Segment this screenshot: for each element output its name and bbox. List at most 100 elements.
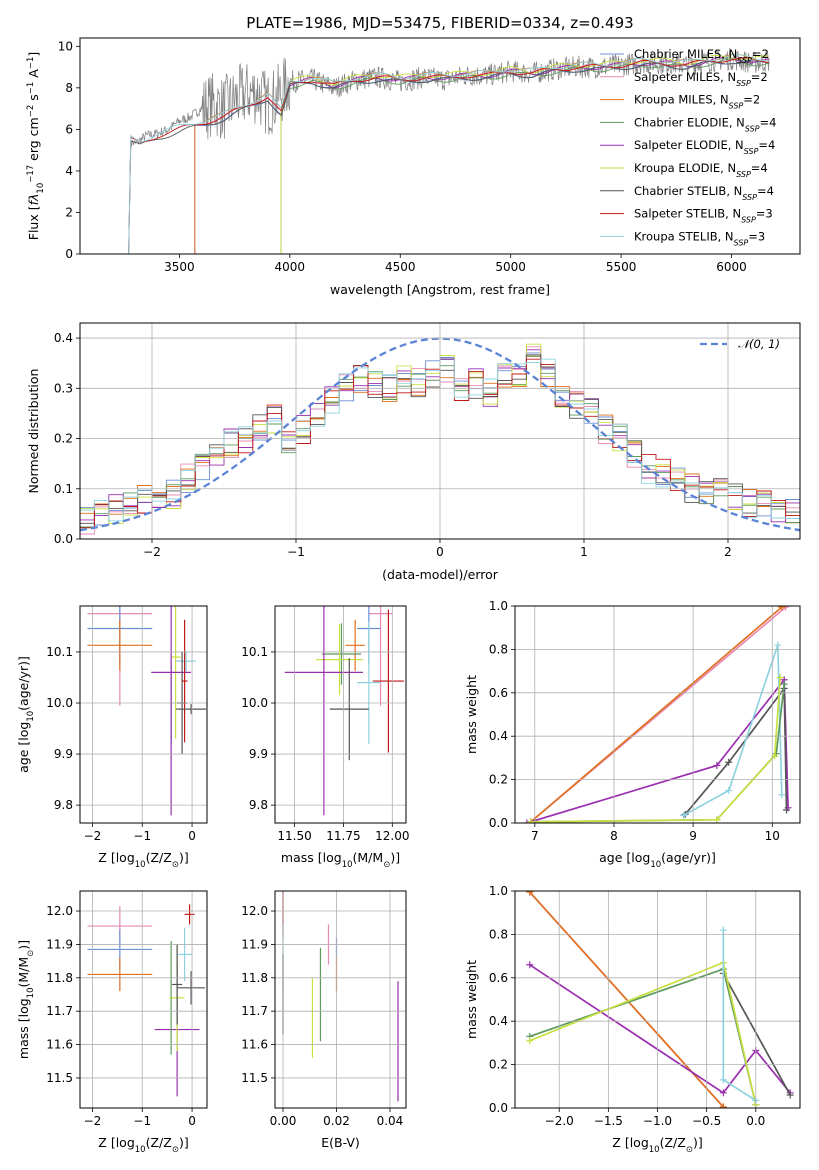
ylabel-mass_vs_Z: mass [log10(M/M⊙)] (16, 940, 36, 1059)
weight-marker-kroupa_stelib (680, 811, 688, 819)
plot-mass_vs_Z (87, 904, 206, 1097)
axes-spectrum: 3500 4000 4500 5000 5500 6000 0 2 4 6 8 10 (58, 39, 770, 274)
y-tick-label: 11.6 (241, 1038, 268, 1052)
x-tick-label: 11.50 (277, 829, 311, 843)
spectrum-data-line (128, 47, 770, 254)
x-tick-label: 3500 (164, 260, 195, 274)
plot-weight_vs_Z (526, 891, 794, 1108)
legend-label: Salpeter ELODIE, NSSP=4 (634, 138, 775, 156)
weight-marker-kroupa_stelib (719, 1076, 727, 1084)
x-tick-label: 0.00 (270, 1114, 297, 1128)
y-tick-label: 2 (65, 205, 73, 219)
spectrum-xlabel: wavelength [Angstrom, rest frame] (330, 282, 550, 297)
weight-line-kroupa_elodie (529, 961, 757, 1105)
y-tick-label: 11.6 (46, 1038, 73, 1052)
y-tick-label: 0.6 (489, 971, 508, 985)
weight-line-kroupa_stelib (683, 644, 783, 817)
x-tick-label: 11.75 (326, 829, 360, 843)
y-tick-label: 12.0 (241, 904, 268, 918)
xlabel-weight_vs_Z: Z [log10(Z/Z⊙)] (612, 1135, 702, 1155)
y-tick-label: 10.1 (241, 645, 268, 659)
spectrum-ylabel: Flux [fλ10−17 erg cm−2 s−1 A−1] (26, 52, 46, 241)
axes-frame (274, 890, 407, 1109)
weight-marker-chabrier_stelib (783, 806, 791, 814)
x-tick-label: −2.0 (545, 1114, 574, 1128)
weight-line-kroupa_miles (530, 606, 783, 823)
axes-age_vs_mass: 11.50 11.75 12.00 9.8 9.9 10.0 10.1 (241, 606, 409, 843)
weight-line-chabrier_stelib (684, 686, 788, 815)
legend-label: Chabrier STELIB, NSSP=4 (634, 184, 774, 202)
axes-frame (79, 322, 801, 540)
y-tick-label: 0.8 (489, 927, 508, 941)
x-tick-label: 0.02 (323, 1114, 350, 1128)
y-tick-label: 11.9 (241, 937, 268, 951)
x-tick-label: −2 (84, 1114, 102, 1128)
y-tick-label: 0.4 (54, 331, 73, 345)
legend-label: Salpeter STELIB, NSSP=3 (634, 207, 773, 225)
weight-marker-salpeter_elodie (719, 1089, 727, 1097)
y-tick-label: 11.5 (241, 1071, 268, 1085)
weight-marker-kroupa_stelib (719, 926, 727, 934)
weight-marker-chabrier_stelib (786, 1091, 794, 1099)
weight-marker-salpeter_elodie (713, 761, 721, 769)
x-tick-label: 0 (436, 545, 444, 559)
spectrum-legend: Chabrier MILES, NSSP=2 Salpeter MILES, NS… (600, 47, 776, 247)
x-tick-label: 7 (531, 829, 539, 843)
weight-line-chabrier_elodie (529, 967, 757, 1105)
x-tick-label: 4500 (385, 260, 416, 274)
legend-label: Kroupa MILES, NSSP=2 (634, 93, 760, 111)
x-tick-label: 0 (188, 829, 196, 843)
axes-frame (79, 605, 208, 824)
axes-age_vs_Z: −2 −1 0 9.8 9.9 10.0 10.1 (46, 606, 207, 843)
weight-marker-kroupa_stelib (778, 791, 786, 799)
model-line-kroupa_stelib (128, 54, 770, 254)
weight-line-salpeter_elodie (526, 677, 789, 823)
weight-marker-chabrier_stelib (725, 758, 733, 766)
x-tick-label: 1 (580, 545, 588, 559)
weight-line-kroupa_stelib (722, 930, 757, 1102)
y-tick-label: 11.7 (46, 1004, 73, 1018)
residual-xlabel: (data-model)/error (382, 567, 499, 582)
x-tick-label: −2 (84, 829, 102, 843)
y-tick-label: 1.0 (489, 884, 508, 898)
axes-frame (79, 890, 208, 1109)
x-tick-label: −1 (287, 545, 305, 559)
x-tick-label: 10 (765, 829, 780, 843)
x-tick-label: −2 (143, 545, 161, 559)
axes-frame (514, 605, 801, 824)
x-tick-label: 0.0 (746, 1114, 765, 1128)
x-tick-label: 6000 (716, 260, 747, 274)
axes-frame (274, 605, 407, 824)
y-tick-label: 0.4 (489, 1014, 508, 1028)
y-tick-label: 0.0 (489, 1101, 508, 1115)
x-tick-label: −0.5 (692, 1114, 721, 1128)
weight-line-kroupa_miles (529, 891, 724, 1108)
model-line-salpeter_elodie (280, 56, 770, 254)
axes-frame (79, 37, 801, 255)
plot-weight_vs_age (523, 606, 792, 823)
residual-ylabel: Normed distribution (26, 369, 41, 494)
x-tick-label: −1.0 (643, 1114, 672, 1128)
weight-marker-kroupa_miles (526, 891, 534, 896)
axes-weight_vs_Z: −2.0 −1.5 −1.0 −0.5 0.0 0.0 0.2 0.4 0.6 0.8 1.0 (489, 884, 800, 1128)
y-tick-label: 0.3 (54, 381, 73, 395)
x-tick-label: 5500 (606, 260, 637, 274)
y-tick-label: 10.1 (46, 645, 73, 659)
y-tick-label: 10.0 (46, 696, 73, 710)
y-tick-label: 1.0 (489, 599, 508, 613)
xlabel-age_vs_mass: mass [log10(M/M⊙)] (281, 850, 400, 870)
legend-label: 𝒩(0, 1) (738, 337, 780, 351)
weight-marker-chabrier_elodie (780, 680, 788, 688)
x-tick-label: 2 (724, 545, 732, 559)
legend-label: Kroupa STELIB, NSSP=3 (634, 229, 765, 247)
weight-marker-salpeter_elodie (526, 961, 534, 969)
xlabel-mass_vs_Z: Z [log10(Z/Z⊙)] (98, 1135, 188, 1155)
weight-line-kroupa_elodie (530, 677, 782, 823)
axes-mass_vs_Z: −2 −1 0 11.5 11.6 11.7 11.8 11.9 12.0 (46, 891, 207, 1128)
plot-spectrum (128, 47, 770, 254)
y-tick-label: 0.1 (54, 482, 73, 496)
y-tick-label: 9.9 (249, 747, 268, 761)
y-tick-label: 0.8 (489, 642, 508, 656)
plot-age_vs_mass (284, 606, 405, 816)
